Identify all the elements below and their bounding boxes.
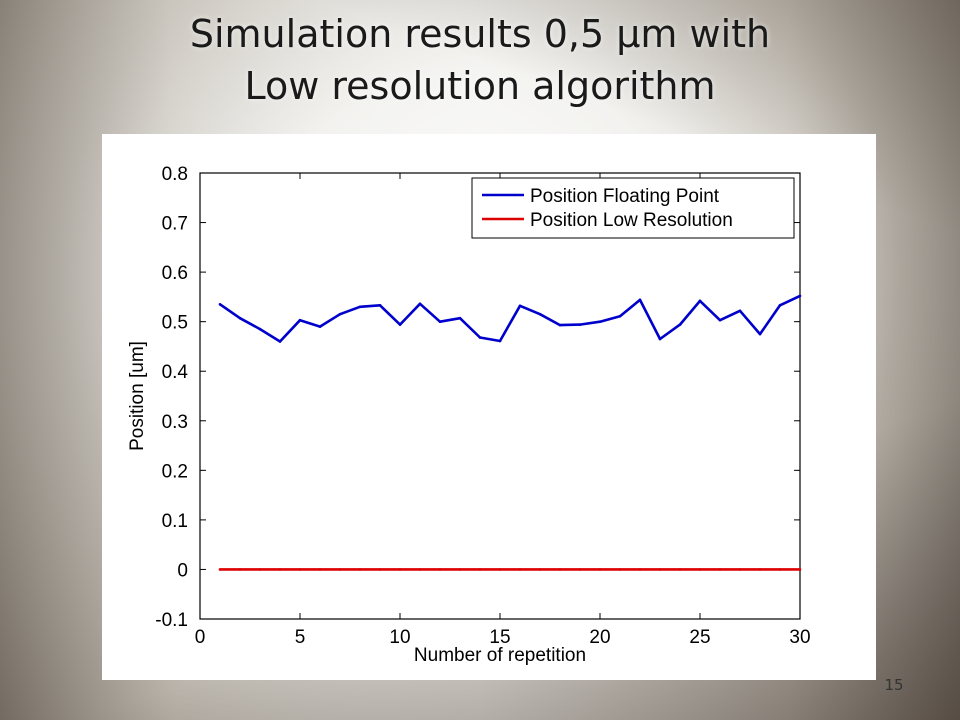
y-tick-label: 0.4 bbox=[162, 362, 189, 383]
data-point-floating-point bbox=[738, 309, 742, 313]
data-point-low-resolution bbox=[758, 568, 762, 571]
data-point-floating-point bbox=[358, 305, 362, 309]
data-point-floating-point bbox=[538, 312, 542, 316]
data-point-low-resolution bbox=[518, 568, 522, 571]
data-point-low-resolution bbox=[618, 568, 622, 571]
x-tick-label: 10 bbox=[389, 627, 410, 648]
data-point-low-resolution bbox=[738, 568, 742, 571]
slide-title: Simulation results 0,5 µm with Low resol… bbox=[0, 8, 960, 112]
data-point-low-resolution bbox=[698, 568, 702, 571]
x-tick-label: 20 bbox=[589, 627, 610, 648]
series-line-floating-point bbox=[219, 294, 801, 343]
line-chart: -0.1 0 0.1 0.2 0.3 0.4 0.5 0.6 0.7 0.8 0 5 10 15 20 25 3… bbox=[127, 164, 811, 666]
data-point-floating-point bbox=[458, 316, 462, 320]
data-point-low-resolution bbox=[538, 568, 542, 571]
data-point-floating-point bbox=[618, 314, 622, 318]
data-point-floating-point bbox=[338, 312, 342, 316]
y-tick-label: 0.3 bbox=[162, 412, 188, 433]
data-point-floating-point bbox=[438, 320, 442, 323]
slide-title-line-2: Low resolution algorithm bbox=[244, 64, 716, 108]
data-point-floating-point bbox=[718, 318, 722, 322]
y-tick-label: 0.2 bbox=[162, 461, 188, 482]
data-point-floating-point bbox=[398, 323, 402, 326]
data-point-floating-point bbox=[498, 339, 502, 343]
data-point-low-resolution bbox=[558, 568, 562, 571]
chart-figure: -0.1 0 0.1 0.2 0.3 0.4 0.5 0.6 0.7 0.8 0 5 10 15 20 25 3… bbox=[102, 134, 876, 680]
data-point-floating-point bbox=[558, 323, 562, 327]
y-tick-label: -0.1 bbox=[155, 610, 188, 631]
slide-title-line-1: Simulation results 0,5 µm with bbox=[189, 12, 771, 56]
data-point-low-resolution bbox=[718, 568, 722, 571]
data-point-low-resolution bbox=[318, 568, 322, 571]
x-tick-label: 15 bbox=[489, 627, 510, 648]
x-tick-label: 5 bbox=[295, 627, 306, 648]
data-point-low-resolution bbox=[218, 568, 222, 571]
x-tick-label: 30 bbox=[789, 627, 810, 648]
x-tick-label: 25 bbox=[689, 627, 710, 648]
data-point-floating-point bbox=[778, 304, 782, 307]
data-point-low-resolution bbox=[678, 568, 682, 571]
data-point-low-resolution bbox=[778, 568, 782, 571]
data-point-low-resolution bbox=[298, 568, 302, 571]
data-point-low-resolution bbox=[438, 568, 442, 571]
data-point-floating-point bbox=[238, 316, 242, 320]
legend-label: Position Floating Point bbox=[530, 186, 720, 207]
data-point-floating-point bbox=[698, 299, 702, 303]
data-point-low-resolution bbox=[458, 568, 462, 571]
data-point-low-resolution bbox=[498, 568, 502, 571]
x-axis-label: Number of repetition bbox=[414, 645, 586, 666]
data-point-low-resolution bbox=[278, 568, 282, 571]
data-point-floating-point bbox=[798, 294, 802, 298]
y-tick-label: 0.1 bbox=[162, 511, 188, 532]
y-tick-label: 0 bbox=[177, 560, 188, 581]
data-point-low-resolution bbox=[638, 568, 642, 571]
data-point-floating-point bbox=[518, 304, 522, 308]
data-point-floating-point bbox=[678, 323, 682, 326]
data-point-low-resolution bbox=[478, 568, 482, 571]
data-point-low-resolution bbox=[598, 568, 602, 571]
legend-box bbox=[471, 177, 795, 239]
y-axis-label: Position [um] bbox=[127, 341, 148, 451]
plot-area-frame bbox=[199, 172, 801, 620]
data-point-low-resolution bbox=[798, 568, 802, 571]
data-point-floating-point bbox=[638, 298, 642, 302]
page-number: 15 bbox=[884, 676, 904, 694]
data-point-low-resolution bbox=[358, 568, 362, 571]
data-point-low-resolution bbox=[238, 568, 242, 571]
data-point-floating-point bbox=[278, 340, 282, 343]
data-point-low-resolution bbox=[578, 568, 582, 571]
data-point-floating-point bbox=[218, 303, 222, 306]
data-point-floating-point bbox=[418, 302, 422, 306]
x-tick-label: 0 bbox=[195, 627, 206, 648]
data-point-floating-point bbox=[378, 304, 382, 307]
data-point-floating-point bbox=[598, 320, 602, 323]
data-point-low-resolution bbox=[418, 568, 422, 571]
data-point-floating-point bbox=[658, 337, 662, 341]
data-point-floating-point bbox=[758, 332, 762, 336]
legend-label: Position Low Resolution bbox=[530, 210, 733, 231]
y-tick-label: 0.6 bbox=[162, 263, 188, 284]
data-point-low-resolution bbox=[658, 568, 662, 571]
y-tick-label: 0.8 bbox=[162, 164, 188, 185]
data-point-floating-point bbox=[578, 323, 582, 326]
data-point-floating-point bbox=[478, 336, 482, 339]
data-point-floating-point bbox=[298, 318, 302, 322]
data-point-low-resolution bbox=[398, 568, 402, 571]
data-point-low-resolution bbox=[258, 568, 262, 571]
y-tick-label: 0.7 bbox=[162, 214, 188, 235]
data-point-floating-point bbox=[318, 325, 322, 328]
y-tick-label: 0.5 bbox=[162, 313, 188, 334]
data-point-low-resolution bbox=[338, 568, 342, 571]
data-point-low-resolution bbox=[378, 568, 382, 571]
data-point-floating-point bbox=[258, 327, 262, 331]
